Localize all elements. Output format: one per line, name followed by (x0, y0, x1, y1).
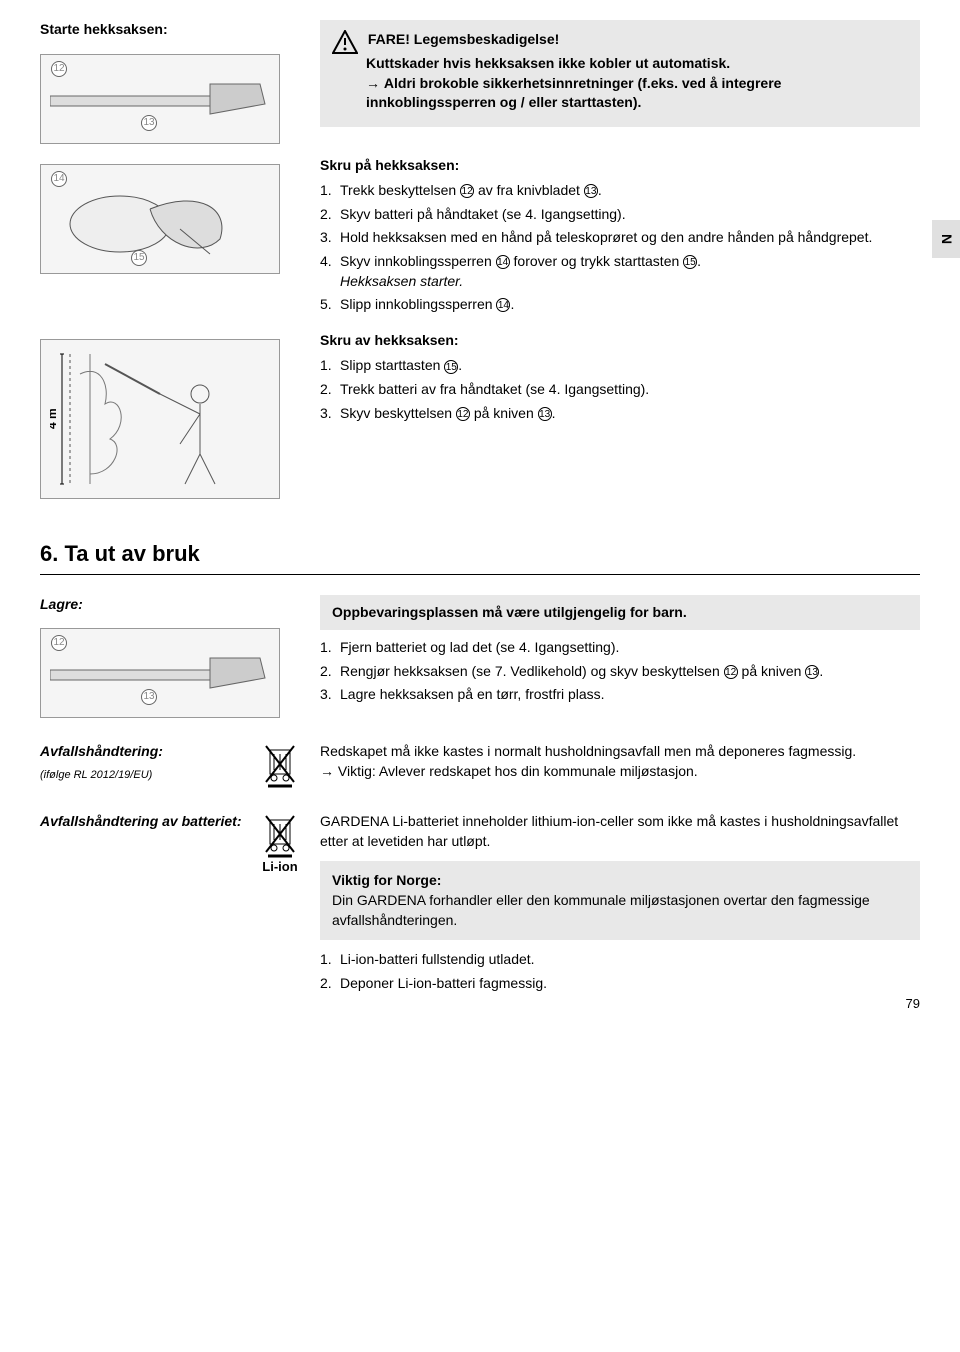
illustration-handle: 14 15 (40, 164, 280, 274)
norway-box: Viktig for Norge: Din GARDENA forhandler… (320, 861, 920, 940)
page-side-tab: N (932, 220, 960, 258)
callout-13: 13 (141, 115, 157, 131)
danger-title: FARE! Legemsbeskadigelse! (368, 31, 559, 47)
on-steps: Trekk beskyttelsen 12 av fra knivbladet … (320, 181, 920, 315)
disposal-p2: Viktig: Avlever redskapet hos din kommun… (320, 762, 920, 782)
illustration-blade-1: 12 13 (40, 54, 280, 144)
illustration-blade-2: 12 13 (40, 628, 280, 718)
start-label: Starte hekksaksen: (40, 20, 168, 40)
off-steps: Slipp starttasten 15. Trekk batteri av f… (320, 356, 920, 423)
store-steps: Fjern batteriet og lad det (se 4. Igangs… (320, 638, 920, 705)
store-label: Lagre: (40, 595, 83, 615)
norway-box-title: Viktig for Norge: (332, 871, 908, 891)
battery-disposal-label: Avfallshåndtering av batteriet: (40, 812, 248, 832)
store-warning-box: Oppbevaringsplassen må være utilgjengeli… (320, 595, 920, 631)
off-heading: Skru av hekksaksen: (320, 331, 920, 351)
disposal-label: Avfallshåndtering: (40, 742, 248, 762)
danger-line2: Aldri brokoble sikkerhetsinnretninger (f… (366, 74, 908, 113)
danger-box: FARE! Legemsbeskadigelse! Kuttskader hvi… (320, 20, 920, 127)
warning-icon (332, 30, 358, 54)
disposal-sublabel: (ifølge RL 2012/19/EU) (40, 768, 248, 783)
section6-heading: 6. Ta ut av bruk (40, 539, 920, 570)
weee-bin-icon (260, 742, 300, 788)
battery-steps: Li-ion-batteri fullstendig utladet. Depo… (320, 950, 920, 993)
danger-line1: Kuttskader hvis hekksaksen ikke kobler u… (366, 54, 908, 74)
weee-bin-icon-2 (260, 812, 300, 858)
callout-15: 15 (131, 250, 147, 266)
liion-label: Li-ion (260, 858, 300, 876)
on-heading: Skru på hekksaksen: (320, 156, 920, 176)
illustration-distance: 4 m (40, 339, 280, 499)
norway-box-body: Din GARDENA forhandler eller den kommuna… (332, 891, 908, 930)
section-rule (40, 574, 920, 575)
battery-p1: GARDENA Li-batteriet inneholder lithium-… (320, 812, 920, 851)
page-number: 79 (906, 995, 920, 1013)
dim-label: 4 m (50, 408, 59, 429)
disposal-p1: Redskapet må ikke kastes i normalt husho… (320, 742, 920, 762)
callout-12: 12 (51, 61, 67, 77)
callout-14: 14 (51, 171, 67, 187)
